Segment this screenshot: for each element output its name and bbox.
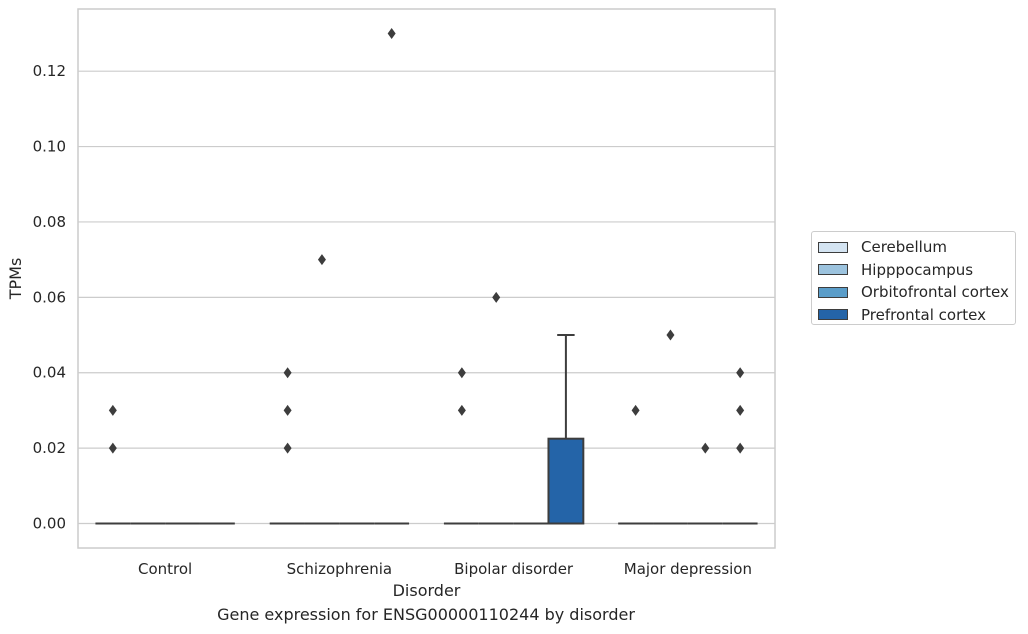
y-tick-label: 0.06 bbox=[33, 288, 66, 306]
y-tick-label: 0.00 bbox=[33, 515, 66, 533]
outlier-point bbox=[283, 442, 292, 454]
legend: Cerebellum Hipppocampus Orbitofrontal co… bbox=[811, 231, 1016, 325]
y-tick-label: 0.12 bbox=[33, 62, 66, 80]
legend-item-cerebellum: Cerebellum bbox=[818, 236, 1015, 259]
outlier-point bbox=[736, 404, 745, 416]
outlier-point bbox=[108, 404, 117, 416]
legend-swatch-orbitofrontal-cortex bbox=[818, 286, 848, 298]
outlier-point bbox=[108, 442, 117, 454]
legend-swatch-hippocampus bbox=[818, 264, 848, 276]
outlier-point bbox=[283, 404, 292, 416]
legend-label: Prefrontal cortex bbox=[861, 305, 986, 324]
outlier-point bbox=[457, 404, 466, 416]
outlier-point bbox=[457, 367, 466, 379]
outlier-point bbox=[701, 442, 710, 454]
legend-label: Cerebellum bbox=[861, 238, 947, 257]
legend-item-orbitofrontal-cortex: Orbitofrontal cortex bbox=[818, 281, 1015, 304]
outlier-point bbox=[666, 329, 675, 341]
y-axis-label: TPMs bbox=[6, 258, 25, 301]
x-axis-label: Disorder bbox=[393, 581, 461, 600]
y-tick-label: 0.04 bbox=[33, 364, 66, 382]
legend-item-prefrontal-cortex: Prefrontal cortex bbox=[818, 304, 1015, 327]
outlier-point bbox=[736, 367, 745, 379]
x-tick-label: Control bbox=[138, 560, 192, 578]
box bbox=[547, 437, 585, 525]
plot-frame bbox=[77, 8, 776, 549]
x-tick-label: Bipolar disorder bbox=[454, 560, 574, 578]
x-tick-label: Schizophrenia bbox=[287, 560, 392, 578]
outlier-point bbox=[283, 367, 292, 379]
x-tick-label: Major depression bbox=[624, 560, 752, 578]
outlier-point bbox=[492, 291, 501, 303]
outlier-point bbox=[317, 254, 326, 266]
y-tick-label: 0.08 bbox=[33, 213, 66, 231]
chart-caption: Gene expression for ENSG00000110244 by d… bbox=[217, 605, 635, 624]
outlier-point bbox=[736, 442, 745, 454]
legend-swatch-prefrontal-cortex bbox=[818, 309, 848, 321]
y-tick-label: 0.10 bbox=[33, 138, 66, 156]
legend-swatch-cerebellum bbox=[818, 241, 848, 253]
y-tick-label: 0.02 bbox=[33, 439, 66, 457]
outlier-point bbox=[631, 404, 640, 416]
legend-item-hippocampus: Hipppocampus bbox=[818, 259, 1015, 282]
legend-label: Hipppocampus bbox=[861, 260, 974, 279]
outlier-point bbox=[387, 28, 396, 39]
legend-label: Orbitofrontal cortex bbox=[861, 283, 1009, 302]
